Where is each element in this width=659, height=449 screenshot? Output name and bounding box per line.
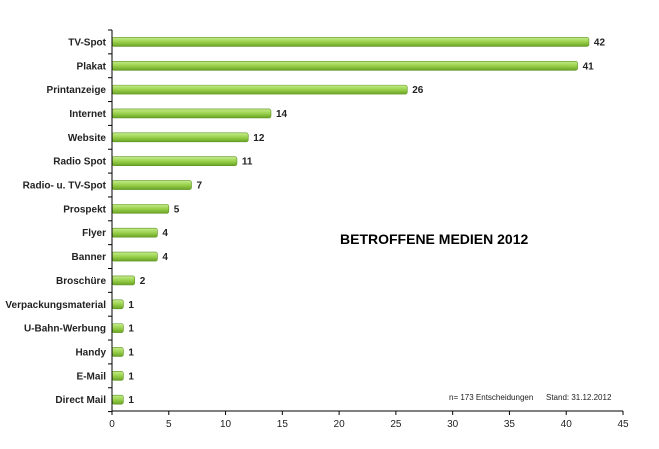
value-label: 11 [242,157,253,168]
category-label: Radio- u. TV-Spot [23,181,107,192]
value-label: 42 [594,37,606,48]
x-tick-label: 10 [220,419,232,430]
category-label: Printanzeige [47,85,107,96]
sample-size-note: n= 173 Entscheidungen [449,393,533,402]
category-label: Handy [75,347,106,358]
bar-9 [111,251,158,262]
bar-5 [111,156,238,166]
x-tick-label: 35 [504,419,516,430]
bar-10 [111,275,136,286]
bar-4 [111,132,249,143]
value-label: 12 [253,133,265,144]
bar-2 [111,84,408,95]
category-label: Broschüre [56,276,106,287]
value-label: 1 [128,324,134,335]
category-label: Radio Spot [53,157,106,168]
x-tick-label: 45 [617,419,629,430]
category-label: Website [68,133,107,144]
category-label: Verpackungsmaterial [5,300,106,311]
value-label: 1 [128,371,134,382]
value-label: 1 [128,347,134,358]
value-label: 4 [162,228,168,239]
category-label: Flyer [82,228,106,239]
x-ticks: 0 5 10 15 20 25 30 35 40 45 [108,29,629,430]
value-label: 26 [412,85,424,96]
date-note: Stand: 31.12.2012 [546,393,612,402]
x-tick-label: 5 [166,419,172,430]
chart-title: BETROFFENE MEDIEN 2012 [340,231,528,247]
category-label: U-Bahn-Werbung [24,324,106,335]
bar-13 [111,347,124,357]
category-label: TV-Spot [68,37,106,48]
category-label: Prospekt [63,204,106,215]
x-tick-label: 25 [390,419,402,430]
bar-7 [111,204,170,214]
value-label: 4 [162,252,168,263]
bar-3 [111,108,272,119]
category-label: Banner [72,252,107,263]
category-label: E-Mail [77,371,107,382]
category-label: Direct Mail [55,395,106,406]
category-label: Plakat [77,61,107,72]
bar-0 [111,37,590,47]
bar-11 [111,299,124,310]
bar-12 [111,323,124,333]
value-label: 1 [128,300,134,311]
value-label: 14 [276,109,288,120]
x-tick-label: 15 [277,419,289,430]
bar-14 [111,371,124,381]
category-labels: TV-Spot Plakat Printanzeige Internet Website… [5,37,106,406]
value-label: 41 [583,61,595,72]
bar-1 [111,60,578,71]
bar-6 [111,180,192,190]
value-label: 2 [140,276,146,287]
x-tick-label: 30 [447,419,459,430]
x-tick-label: 40 [561,419,573,430]
x-tick-label: 20 [334,419,346,430]
category-label: Internet [69,109,106,120]
bars-group [111,37,590,405]
value-label: 1 [128,395,134,406]
value-label: 7 [196,181,202,192]
x-tick-label: 0 [109,419,115,430]
value-label: 5 [174,204,180,215]
bar-15 [111,394,124,405]
bar-8 [111,227,158,238]
